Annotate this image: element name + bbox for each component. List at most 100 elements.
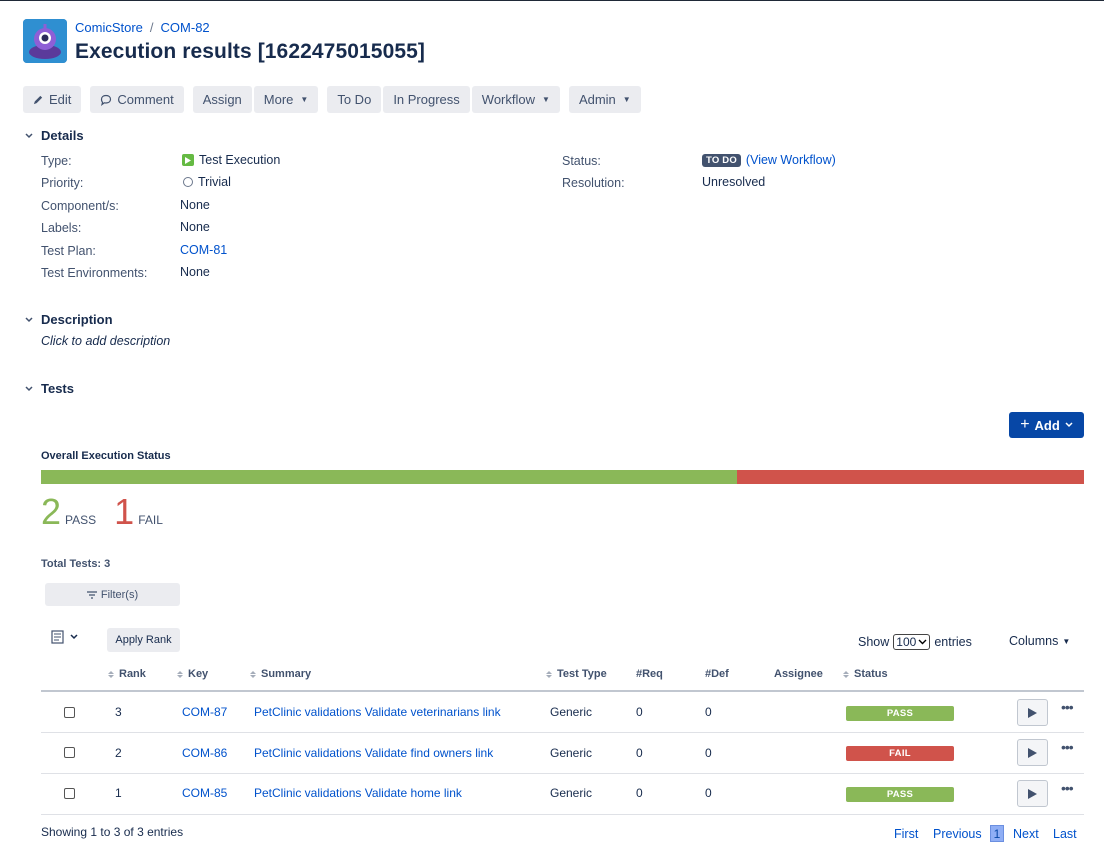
row-select-checkbox[interactable] [64,707,75,718]
progress-fail-segment [736,470,1084,484]
test-environments-value: None [180,265,210,279]
description-section-header[interactable]: Description [23,312,113,327]
entries-per-page-select[interactable]: 100 [893,634,931,650]
row-status-badge[interactable]: FAIL [846,746,954,761]
show-entries-control: Show 100 entries [858,634,972,650]
row-more-actions-icon[interactable]: ••• [1061,699,1074,715]
column-header-rank[interactable]: Rank [108,668,146,680]
edit-button[interactable]: Edit [23,86,82,113]
pager-current-page[interactable]: 1 [990,825,1004,842]
execute-test-button[interactable] [1017,780,1048,807]
more-button[interactable]: More ▼ [253,86,319,113]
tests-section-header[interactable]: Tests [23,381,74,396]
column-header-test-type[interactable]: Test Type [546,668,607,680]
row-key-link[interactable]: COM-87 [182,705,228,719]
row-divider [41,732,1084,733]
workflow-button[interactable]: Workflow ▼ [471,86,560,113]
labels-value: None [180,220,210,234]
to-do-button[interactable]: To Do [327,86,382,113]
row-def-count: 0 [705,705,712,719]
status-label: Status: [562,154,601,168]
test-plan-label: Test Plan: [41,244,96,258]
components-value: None [180,198,210,212]
pager-first[interactable]: First [894,827,919,841]
status-header-label: Status [854,668,888,680]
columns-label: Columns [1009,634,1059,648]
table-settings-icon [51,630,64,644]
add-tests-button[interactable]: + Add [1009,412,1084,438]
in-progress-button[interactable]: In Progress [383,86,470,113]
filter-button[interactable]: Filter(s) [45,583,180,606]
view-workflow-link[interactable]: (View Workflow) [745,153,836,167]
execution-counts: 2 PASS 1 FAIL [41,492,181,532]
sort-icon [843,670,849,678]
row-summary-link[interactable]: PetClinic validations Validate home link [254,786,462,800]
caret-down-icon: ▼ [1062,636,1071,646]
status-value: TO DO (View Workflow) [702,153,836,167]
column-header-summary[interactable]: Summary [250,668,311,680]
column-header-assignee: Assignee [774,668,823,680]
row-status-badge[interactable]: PASS [846,787,954,802]
priority-value-text: Trivial [198,175,231,189]
priority-label: Priority: [41,176,84,190]
description-heading: Description [41,312,113,327]
pager-last[interactable]: Last [1053,827,1077,841]
row-summary-link[interactable]: PetClinic validations Validate find owne… [254,746,494,760]
row-test-type: Generic [550,746,593,760]
assign-label: Assign [202,92,242,107]
admin-label: Admin [578,92,616,107]
description-placeholder[interactable]: Click to add description [41,334,171,348]
resolution-value: Unresolved [702,175,766,189]
pager-next[interactable]: Next [1013,827,1039,841]
issue-toolbar: Edit Comment Assign More ▼ To Do In Progr… [23,86,650,113]
details-section-header[interactable]: Details [23,128,84,143]
breadcrumb-issue-key[interactable]: COM-82 [160,20,210,35]
components-label: Component/s: [41,199,119,213]
entries-label: entries [934,635,972,649]
row-more-actions-icon[interactable]: ••• [1061,739,1074,755]
play-icon [1028,788,1037,799]
admin-button[interactable]: Admin ▼ [568,86,641,113]
sort-icon [177,670,183,678]
comment-label: Comment [117,92,174,107]
project-avatar[interactable] [23,19,67,63]
pager-previous[interactable]: Previous [933,827,982,841]
summary-header-label: Summary [261,668,312,680]
assign-button[interactable]: Assign [192,86,252,113]
columns-button[interactable]: Columns ▼ [1009,634,1070,648]
filter-icon [86,590,97,599]
table-view-menu[interactable] [51,630,78,644]
plus-icon: + [1020,416,1030,433]
collapse-chevron-icon[interactable] [23,314,35,326]
breadcrumb-separator: / [149,20,154,35]
comment-button[interactable]: Comment [90,86,184,113]
row-more-actions-icon[interactable]: ••• [1061,780,1074,796]
breadcrumb-project[interactable]: ComicStore [75,20,143,35]
priority-value: Trivial [183,175,231,189]
row-status-badge[interactable]: PASS [846,706,954,721]
row-key-link[interactable]: COM-85 [182,786,228,800]
chevron-down-icon: ▼ [622,95,631,104]
row-rank: 2 [115,746,122,760]
collapse-chevron-icon[interactable] [23,130,35,142]
chevron-down-icon [70,634,78,640]
column-header-key[interactable]: Key [177,668,208,680]
row-summary-link[interactable]: PetClinic validations Validate veterinar… [254,705,501,719]
collapse-chevron-icon[interactable] [23,383,35,395]
key-header-label: Key [188,668,209,680]
row-key-link[interactable]: COM-86 [182,746,228,760]
row-select-checkbox[interactable] [64,747,75,758]
row-req-count: 0 [636,746,643,760]
chevron-down-icon: ▼ [542,95,550,104]
row-test-type: Generic [550,705,593,719]
test-plan-link[interactable]: COM-81 [180,243,228,257]
pass-label: PASS [65,513,97,527]
apply-rank-button[interactable]: Apply Rank [107,628,180,652]
row-req-count: 0 [636,786,643,800]
overall-execution-status-title: Overall Execution Status [41,450,171,462]
pass-count: 2 [41,491,62,532]
execute-test-button[interactable] [1017,739,1048,766]
execute-test-button[interactable] [1017,699,1048,726]
column-header-status[interactable]: Status [843,668,888,680]
row-select-checkbox[interactable] [64,788,75,799]
